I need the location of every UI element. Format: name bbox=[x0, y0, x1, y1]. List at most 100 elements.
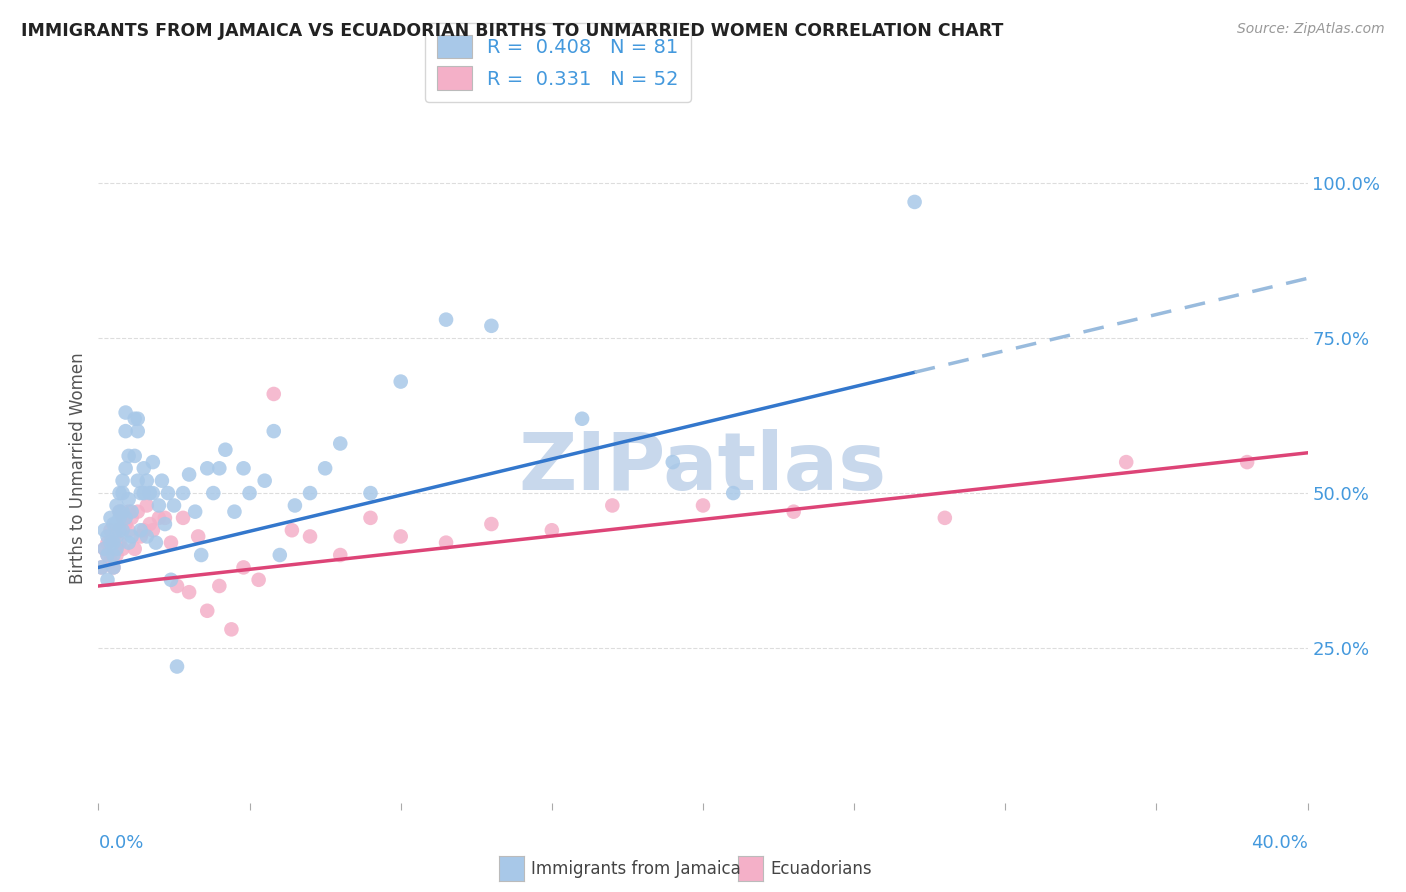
Point bbox=[142, 455, 165, 469]
Point bbox=[132, 461, 155, 475]
Point bbox=[93, 541, 115, 556]
Point bbox=[105, 523, 128, 537]
Point bbox=[127, 474, 149, 488]
Point bbox=[90, 560, 112, 574]
Point bbox=[124, 449, 146, 463]
Point bbox=[114, 406, 136, 420]
Point bbox=[360, 511, 382, 525]
Point bbox=[108, 523, 131, 537]
Text: Ecuadorians: Ecuadorians bbox=[770, 860, 872, 878]
Point bbox=[129, 486, 152, 500]
Point bbox=[156, 486, 179, 500]
Point bbox=[934, 511, 956, 525]
Point bbox=[135, 529, 157, 543]
Point bbox=[132, 523, 155, 537]
Point bbox=[93, 541, 115, 556]
Text: 0.0%: 0.0% bbox=[98, 834, 143, 852]
Point bbox=[114, 461, 136, 475]
Point bbox=[360, 486, 382, 500]
Point bbox=[132, 486, 155, 500]
Point bbox=[108, 535, 131, 549]
Point bbox=[232, 461, 254, 475]
Point bbox=[166, 579, 188, 593]
Point bbox=[118, 492, 141, 507]
Point bbox=[103, 560, 125, 574]
Text: ZIPatlas: ZIPatlas bbox=[519, 429, 887, 508]
Point bbox=[142, 486, 165, 500]
Point bbox=[299, 529, 322, 543]
Point bbox=[96, 529, 118, 543]
Point bbox=[108, 505, 131, 519]
Point bbox=[114, 511, 136, 525]
Point bbox=[389, 375, 412, 389]
Point bbox=[208, 579, 231, 593]
Point bbox=[105, 529, 128, 543]
Point bbox=[100, 523, 122, 537]
Point bbox=[124, 541, 146, 556]
Point bbox=[93, 523, 115, 537]
Point bbox=[111, 511, 134, 525]
Point bbox=[247, 573, 270, 587]
Point bbox=[163, 499, 186, 513]
Point bbox=[100, 511, 122, 525]
Point bbox=[111, 486, 134, 500]
Point bbox=[224, 505, 246, 519]
Point bbox=[118, 535, 141, 549]
Text: Source: ZipAtlas.com: Source: ZipAtlas.com bbox=[1237, 22, 1385, 37]
Point bbox=[111, 474, 134, 488]
Point bbox=[904, 194, 927, 209]
Point bbox=[108, 505, 131, 519]
Text: Immigrants from Jamaica: Immigrants from Jamaica bbox=[531, 860, 741, 878]
Point bbox=[329, 436, 352, 450]
Point bbox=[135, 474, 157, 488]
Point bbox=[179, 585, 201, 599]
Point bbox=[114, 517, 136, 532]
Point bbox=[150, 474, 173, 488]
Point bbox=[124, 411, 146, 425]
Point bbox=[221, 623, 243, 637]
Point bbox=[103, 517, 125, 532]
Point bbox=[135, 499, 157, 513]
Point bbox=[121, 529, 143, 543]
Point bbox=[148, 499, 170, 513]
Point bbox=[127, 505, 149, 519]
Point bbox=[118, 523, 141, 537]
Point bbox=[263, 424, 285, 438]
Point bbox=[232, 560, 254, 574]
Point bbox=[692, 499, 714, 513]
Point bbox=[389, 529, 412, 543]
Point bbox=[111, 541, 134, 556]
Point bbox=[111, 523, 134, 537]
Point bbox=[602, 499, 624, 513]
Point bbox=[1236, 455, 1258, 469]
Point bbox=[103, 548, 125, 562]
Point bbox=[263, 387, 285, 401]
Point bbox=[208, 461, 231, 475]
Point bbox=[96, 548, 118, 562]
Point bbox=[253, 474, 276, 488]
Point bbox=[190, 548, 212, 562]
Point bbox=[179, 467, 201, 482]
Point bbox=[1115, 455, 1137, 469]
Point bbox=[153, 511, 176, 525]
Point bbox=[139, 486, 162, 500]
Point bbox=[142, 523, 165, 537]
Point bbox=[105, 517, 128, 532]
Point bbox=[96, 548, 118, 562]
Point bbox=[239, 486, 262, 500]
Legend: R =  0.408   N = 81, R =  0.331   N = 52: R = 0.408 N = 81, R = 0.331 N = 52 bbox=[425, 23, 690, 102]
Point bbox=[114, 424, 136, 438]
Point bbox=[662, 455, 685, 469]
Point bbox=[172, 486, 194, 500]
Point bbox=[111, 505, 134, 519]
Point bbox=[166, 659, 188, 673]
Point bbox=[540, 523, 562, 537]
Point bbox=[202, 486, 225, 500]
Point bbox=[103, 535, 125, 549]
Point bbox=[145, 535, 167, 549]
Point bbox=[281, 523, 304, 537]
Point bbox=[121, 511, 143, 525]
Point bbox=[284, 499, 307, 513]
Point bbox=[148, 511, 170, 525]
Point bbox=[96, 573, 118, 587]
